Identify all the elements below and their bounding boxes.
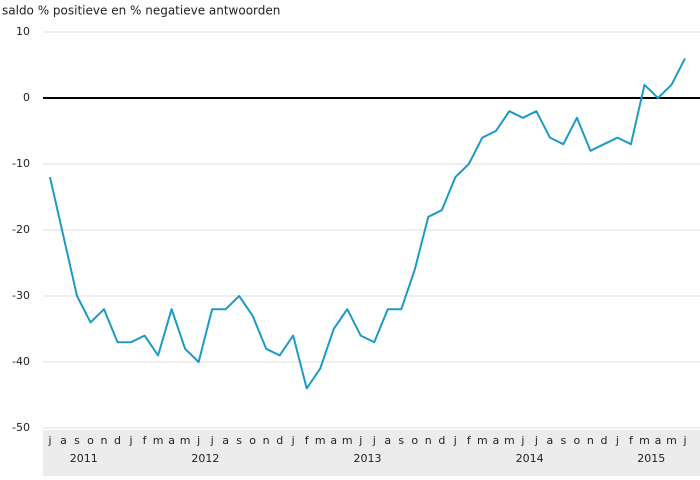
y-tick-label: -40	[12, 355, 30, 368]
x-tick-label: a	[547, 434, 554, 447]
x-tick-label: d	[276, 434, 283, 447]
x-tick-label: s	[561, 434, 567, 447]
x-tick-label: m	[639, 434, 650, 447]
x-tick-label: f	[467, 434, 472, 447]
x-tick-label: j	[210, 434, 214, 447]
x-tick-label: a	[222, 434, 229, 447]
x-tick-label: n	[425, 434, 432, 447]
x-tick-label: a	[168, 434, 175, 447]
x-tick-label: s	[398, 434, 404, 447]
x-tick-label: a	[60, 434, 67, 447]
x-tick-label: o	[574, 434, 581, 447]
x-group-label: 2013	[354, 452, 382, 465]
x-tick-label: a	[330, 434, 337, 447]
x-tick-label: m	[153, 434, 164, 447]
x-tick-label: j	[291, 434, 295, 447]
x-tick-label: s	[236, 434, 242, 447]
x-tick-label: j	[372, 434, 376, 447]
x-tick-label: o	[87, 434, 94, 447]
x-tick-label: m	[477, 434, 488, 447]
y-tick-label: -20	[12, 223, 30, 236]
x-tick-label: m	[504, 434, 515, 447]
y-tick-label: -50	[12, 421, 30, 434]
y-tick-label: 0	[23, 91, 30, 104]
y-tick-label: -10	[12, 157, 30, 170]
x-group-label: 2014	[516, 452, 544, 465]
x-tick-label: m	[180, 434, 191, 447]
x-tick-label: m	[342, 434, 353, 447]
y-tick-label: -30	[12, 289, 30, 302]
x-tick-label: j	[520, 434, 524, 447]
x-group-label: 2011	[70, 452, 98, 465]
x-tick-label: j	[682, 434, 686, 447]
x-tick-label: j	[615, 434, 619, 447]
x-tick-label: f	[143, 434, 148, 447]
x-tick-label: a	[384, 434, 391, 447]
x-tick-label: a	[492, 434, 499, 447]
y-tick-label: 10	[16, 25, 30, 38]
x-tick-label: n	[587, 434, 594, 447]
x-tick-label: o	[411, 434, 418, 447]
x-tick-label: f	[629, 434, 634, 447]
x-tick-label: s	[74, 434, 80, 447]
x-group-label: 2015	[637, 452, 665, 465]
x-tick-label: j	[358, 434, 362, 447]
x-tick-label: j	[453, 434, 457, 447]
x-tick-label: j	[534, 434, 538, 447]
x-tick-label: d	[438, 434, 445, 447]
x-tick-label: d	[600, 434, 607, 447]
x-tick-label: a	[655, 434, 662, 447]
x-tick-label: j	[196, 434, 200, 447]
x-tick-label: o	[249, 434, 256, 447]
x-tick-label: d	[114, 434, 121, 447]
x-tick-label: m	[315, 434, 326, 447]
x-tick-label: n	[263, 434, 270, 447]
x-tick-label: j	[129, 434, 133, 447]
x-tick-label: m	[666, 434, 677, 447]
chart-title: saldo % positieve en % negatieve antwoor…	[2, 4, 280, 18]
x-tick-label: j	[47, 434, 51, 447]
x-group-label: 2012	[191, 452, 219, 465]
x-axis-band	[43, 430, 700, 476]
x-tick-label: n	[101, 434, 108, 447]
x-tick-label: f	[305, 434, 310, 447]
data-line	[49, 57, 686, 390]
